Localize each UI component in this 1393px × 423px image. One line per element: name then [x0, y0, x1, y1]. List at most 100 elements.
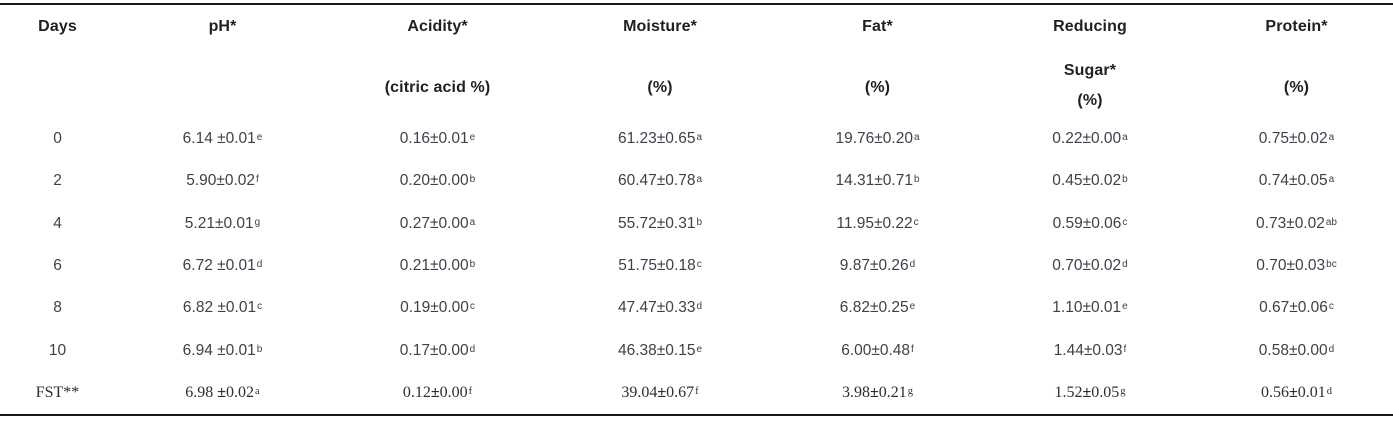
significance-superscript: a	[1328, 132, 1335, 144]
significance-superscript: d	[696, 301, 703, 313]
cell-acidity: 0.16±0.01 e	[330, 118, 545, 160]
cell-fat: 6.82±0.25 e	[775, 287, 980, 329]
significance-superscript: e	[696, 343, 703, 355]
measurement-value: 39.04±0.67	[621, 383, 695, 401]
significance-superscript: ab	[1325, 216, 1337, 228]
table-row: 2 5.90±0.02 f 0.20±0.00 b 60.47±0.78 a 14.31±0.…	[0, 160, 1393, 202]
column-unit: (%)	[647, 79, 673, 96]
measurement-value: 0.74±0.05	[1258, 172, 1328, 190]
significance-superscript: f	[468, 385, 473, 397]
cell-reducing-sugar: 1.10±0.01 e	[980, 287, 1200, 329]
measurement-value: 0.19±0.00	[400, 299, 469, 317]
significance-superscript: d	[256, 259, 263, 271]
significance-superscript: e	[909, 301, 916, 313]
column-unit: (%)	[864, 79, 891, 96]
column-title-line2: Sugar*	[1063, 62, 1117, 79]
significance-superscript: a	[1122, 132, 1128, 144]
measurement-value: 0.22±0.00	[1052, 130, 1122, 148]
measurement-value: 61.23±0.65	[617, 130, 696, 148]
significance-superscript: c	[696, 259, 702, 271]
measurement-value: 0.59±0.06	[1052, 214, 1122, 232]
table-row: 8 6.82 ±0.01 c 0.19±0.00 c 47.47±0.33 d 6.82±0.…	[0, 287, 1393, 329]
table-row: 4 5.21±0.01 g 0.27±0.00 a 55.72±0.31 b 11.95±0.…	[0, 203, 1393, 245]
significance-superscript: a	[696, 174, 703, 186]
cell-fat: 11.95±0.22 c	[775, 203, 980, 245]
cell-ph: 6.82 ±0.01 c	[115, 287, 330, 329]
cell-protein: 0.56±0.01 d	[1200, 372, 1393, 414]
significance-superscript: g	[1120, 385, 1126, 397]
cell-acidity: 0.17±0.00 d	[330, 329, 545, 371]
measurement-value: 0.27±0.00	[399, 214, 469, 232]
cell-protein: 0.70±0.03 bc	[1200, 245, 1393, 287]
table-row: 10 6.94 ±0.01 b 0.17±0.00 d 46.38±0.15 e 6.00±0…	[0, 329, 1393, 371]
measurement-value: 1.52±0.05	[1054, 383, 1120, 401]
table-row: FST** 6.98 ±0.02 a 0.12±0.00 f 39.04±0.67 f 3.9…	[0, 372, 1393, 414]
cell-ph: 5.90±0.02 f	[115, 160, 330, 202]
significance-superscript: f	[1123, 343, 1127, 355]
table-row: 0 6.14 ±0.01 e 0.16±0.01 e 61.23±0.65 a 19.76±0…	[0, 118, 1393, 160]
measurement-value: 5.21±0.01	[184, 214, 254, 232]
cell-days: 2	[53, 172, 62, 190]
cell-days: FST**	[35, 383, 80, 401]
measurement-value: 60.47±0.78	[617, 172, 696, 190]
measurement-value: 9.87±0.26	[839, 257, 909, 275]
significance-superscript: b	[913, 174, 920, 186]
cell-days: 4	[53, 214, 62, 232]
measurement-value: 3.98±0.21	[841, 383, 907, 401]
column-header-acidity: Acidity* (citric acid %)	[330, 5, 545, 118]
measurement-value: 0.67±0.06	[1259, 299, 1328, 317]
cell-ph: 6.14 ±0.01 e	[115, 118, 330, 160]
cell-acidity: 0.21±0.00 b	[330, 245, 545, 287]
cell-reducing-sugar: 0.22±0.00 a	[980, 118, 1200, 160]
cell-ph: 5.21±0.01 g	[115, 203, 330, 245]
measurement-value: 0.45±0.02	[1052, 172, 1122, 190]
table-header: Days pH* Acidity* (citric acid %) Moistu…	[0, 5, 1393, 118]
cell-fat: 6.00±0.48 f	[775, 329, 980, 371]
significance-superscript: a	[696, 132, 703, 144]
significance-superscript: e	[1122, 301, 1128, 313]
measurement-value: 0.20±0.00	[399, 172, 469, 190]
measurement-value: 6.94 ±0.01	[182, 341, 256, 359]
cell-acidity: 0.20±0.00 b	[330, 160, 545, 202]
cell-days: 8	[53, 299, 62, 317]
table-row: 6 6.72 ±0.01 d 0.21±0.00 b 51.75±0.18 c 9.87±0.…	[0, 245, 1393, 287]
measurement-value: 0.73±0.02	[1256, 214, 1325, 232]
cell-protein: 0.58±0.00 d	[1200, 329, 1393, 371]
significance-superscript: c	[1328, 301, 1334, 313]
significance-superscript: a	[469, 216, 476, 228]
column-unit: (%)	[1077, 92, 1103, 109]
cell-reducing-sugar: 0.59±0.06 c	[980, 203, 1200, 245]
measurement-value: 5.90±0.02	[186, 172, 256, 190]
significance-superscript: b	[469, 259, 476, 271]
cell-moisture: 60.47±0.78 a	[545, 160, 775, 202]
measurement-value: 6.00±0.48	[841, 341, 911, 359]
cell-protein: 0.75±0.02 a	[1200, 118, 1393, 160]
cell-reducing-sugar: 0.45±0.02 b	[980, 160, 1200, 202]
cell-moisture: 46.38±0.15 e	[545, 329, 775, 371]
significance-superscript: b	[696, 216, 703, 228]
cell-acidity: 0.12±0.00 f	[330, 372, 545, 414]
significance-superscript: e	[256, 132, 263, 144]
measurement-value: 0.70±0.02	[1052, 257, 1122, 275]
significance-superscript: d	[909, 259, 916, 271]
significance-superscript: a	[913, 132, 920, 144]
cell-moisture: 55.72±0.31 b	[545, 203, 775, 245]
column-unit: (%)	[1283, 79, 1310, 96]
significance-superscript: c	[257, 301, 263, 313]
column-unit: (citric acid %)	[384, 79, 491, 96]
cell-days: 0	[53, 130, 62, 148]
cell-acidity: 0.27±0.00 a	[330, 203, 545, 245]
significance-superscript: c	[1122, 216, 1128, 228]
significance-superscript: e	[469, 132, 476, 144]
measurement-value: 6.82±0.25	[839, 299, 909, 317]
significance-superscript: bc	[1326, 259, 1337, 271]
measurement-value: 0.21±0.00	[399, 257, 469, 275]
column-header-moisture: Moisture* (%)	[545, 5, 775, 118]
column-title: Fat*	[862, 18, 893, 35]
significance-superscript: b	[469, 174, 476, 186]
measurement-value: 55.72±0.31	[617, 214, 696, 232]
cell-moisture: 51.75±0.18 c	[545, 245, 775, 287]
column-title: pH*	[208, 18, 237, 35]
cell-reducing-sugar: 1.52±0.05 g	[980, 372, 1200, 414]
measurement-value: 14.31±0.71	[835, 172, 913, 190]
